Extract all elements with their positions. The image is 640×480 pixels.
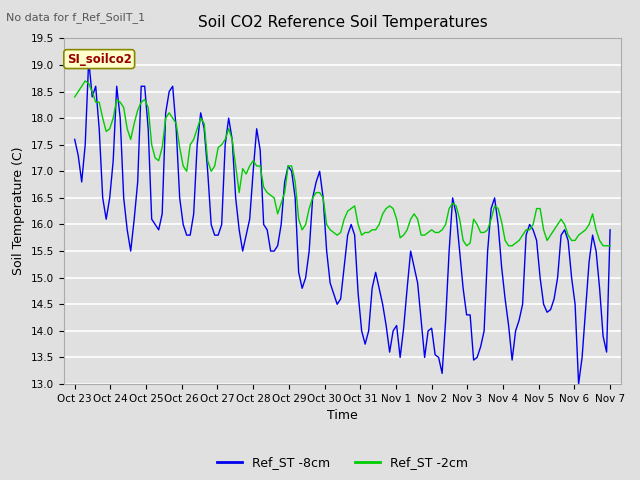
Legend: Ref_ST -8cm, Ref_ST -2cm: Ref_ST -8cm, Ref_ST -2cm <box>212 452 473 475</box>
Text: SI_soilco2: SI_soilco2 <box>67 53 132 66</box>
X-axis label: Time: Time <box>327 409 358 422</box>
Y-axis label: Soil Temperature (C): Soil Temperature (C) <box>12 147 26 276</box>
Title: Soil CO2 Reference Soil Temperatures: Soil CO2 Reference Soil Temperatures <box>198 15 487 30</box>
Text: No data for f_Ref_SoilT_1: No data for f_Ref_SoilT_1 <box>6 12 145 23</box>
